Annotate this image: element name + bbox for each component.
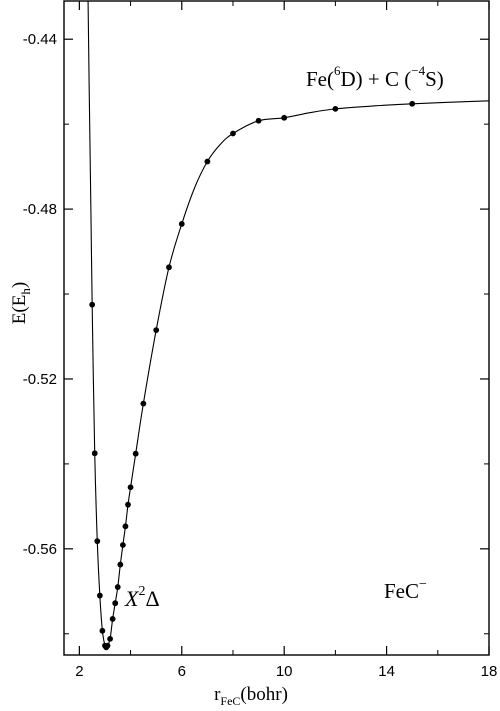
x-axis-title-tail: (bohr) [240,684,287,705]
fit-curve-group [87,1,489,649]
asym-part-1: Fe( [306,67,334,91]
data-point [99,627,106,634]
y-tick-label: -0.48 [23,201,57,218]
state-annotation: X2Δ [124,584,160,611]
data-point [332,105,339,112]
data-point [109,616,116,622]
state-sup-1: 2 [138,584,145,599]
data-point [153,327,160,334]
x-tick-label: 6 [178,663,186,680]
asymptote-annotation: Fe(6D) + C (−4S) [306,63,444,91]
y-tick-label: -0.52 [23,371,57,388]
x-axis-title: rFeC(bohr) [214,684,288,708]
data-point [140,400,147,407]
data-point [94,538,101,545]
asym-part-3: S) [425,67,444,91]
data-point [178,221,185,227]
data-point [119,542,126,548]
molecule-sup-1: − [419,577,427,592]
x-tick-labels: 2 6 10 14 18 [75,663,497,680]
minor-ticks [64,1,489,655]
asym-sup-2: −4 [411,63,425,78]
data-point [117,561,124,568]
data-point [230,130,236,137]
data-point [104,642,111,649]
data-point [112,600,119,607]
state-part-2: Δ [145,586,159,611]
x-axis-title-sub: FeC [220,694,240,708]
major-ticks [64,1,490,655]
x-tick-label: 14 [378,663,395,680]
data-point [204,158,211,165]
y-tick-label: -0.44 [23,31,57,48]
data-point [96,592,103,599]
data-point [114,584,121,590]
data-points [89,100,416,651]
molecule-annotation: FeC− [384,577,427,603]
x-tick-label: 10 [276,663,293,680]
y-tick-labels: -0.44 -0.48 -0.52 -0.56 [23,31,57,558]
asym-part-2: D) + C ( [341,67,412,91]
fit-curve [87,1,489,649]
data-point [409,100,416,107]
data-point [127,484,134,491]
data-point [122,523,129,530]
data-point [166,264,172,271]
data-point [255,117,262,124]
x-tick-label: 18 [481,663,498,680]
data-point [132,450,139,457]
data-point [89,301,96,308]
asym-sup-1: 6 [334,63,341,78]
x-axis-title-main: r [214,684,221,705]
y-axis-title-sub: h [18,288,33,295]
y-tick-label: -0.56 [23,541,57,558]
state-part-1: X [124,586,140,611]
data-point [125,501,131,508]
y-axis-title-main: E(E [9,295,30,325]
data-point [281,114,288,121]
molecule-part-1: FeC [384,579,419,603]
data-point [107,635,113,642]
x-tick-label: 2 [75,663,83,680]
y-axis-title: E(Eh) [9,282,33,324]
plot-frame [63,0,490,656]
data-point [91,450,98,457]
y-axis-title-tail: ) [9,282,30,288]
